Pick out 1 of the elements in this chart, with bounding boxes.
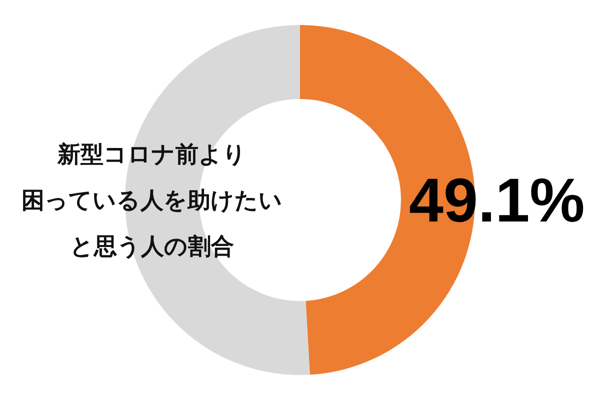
text: 新型コロナ前より困っている人を助けたいと思う人の割合: [20, 141, 284, 262]
